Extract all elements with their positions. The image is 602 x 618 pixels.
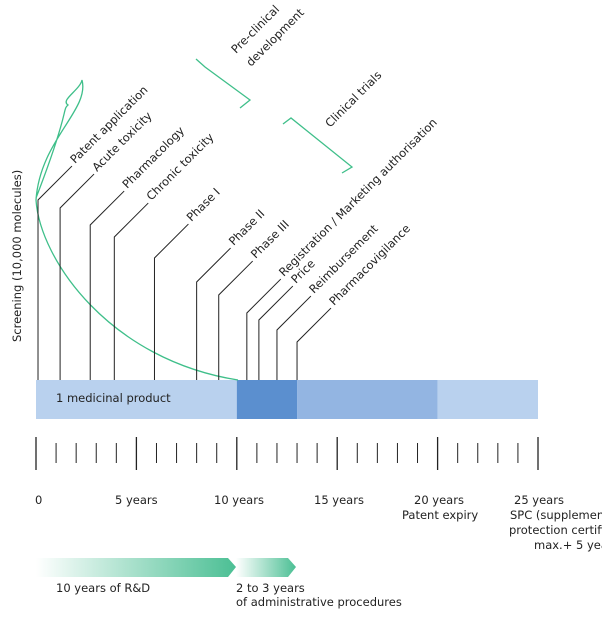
- axis-ticks: [35, 437, 539, 470]
- screening-label: Screening (10,000 molecules): [10, 170, 24, 342]
- admin-label-line1: 2 to 3 years: [236, 581, 305, 595]
- milestone-label-7: Registration / Marketing authorisation: [276, 115, 440, 279]
- axis-label-15: 15 years: [314, 493, 364, 507]
- bar-segment-3: [437, 380, 538, 419]
- milestone-line-2: [89, 190, 125, 380]
- timeline-bar: [36, 380, 538, 419]
- milestone-line-3: [113, 202, 149, 380]
- milestone-line-6: [218, 260, 254, 380]
- milestone-line-9: [276, 295, 312, 380]
- rd-arrow: [36, 558, 236, 577]
- axis-label-10: 10 years: [214, 493, 264, 507]
- milestone-line-8: [258, 285, 294, 380]
- bar-segment-1: [236, 380, 298, 419]
- milestone-line-0: [37, 165, 73, 380]
- axis-label-0: 0: [35, 493, 42, 507]
- patent-expiry-note: Patent expiry: [402, 508, 478, 522]
- bar-label: 1 medicinal product: [56, 391, 171, 405]
- spc-note-line2: protection certificate): [509, 523, 602, 537]
- milestone-line-10: [296, 307, 332, 380]
- milestone-line-5: [196, 247, 231, 380]
- bar-segment-2: [297, 380, 438, 419]
- spc-note-line1: SPC (supplementary: [510, 508, 602, 522]
- axis-label-25: 25 years: [514, 493, 564, 507]
- admin-label-line2: of administrative procedures: [236, 595, 402, 609]
- admin-arrow: [236, 558, 296, 577]
- bar-segment-0: [36, 380, 237, 419]
- milestone-line-1: [59, 173, 95, 380]
- milestone-label-4: Phase I: [184, 185, 223, 224]
- milestone-line-4: [153, 223, 189, 380]
- spc-note-line3: max.+ 5 years: [534, 538, 602, 552]
- rd-label: 10 years of R&D: [56, 581, 150, 595]
- clinical-bracket: [282, 117, 354, 174]
- preclinical-bracket: [195, 58, 252, 109]
- axis-label-20: 20 years: [414, 493, 464, 507]
- clinical-trials-label: Clinical trials: [322, 68, 384, 130]
- axis-label-5: 5 years: [115, 493, 158, 507]
- milestone-line-7: [246, 278, 282, 380]
- screening-curve: [35, 79, 239, 381]
